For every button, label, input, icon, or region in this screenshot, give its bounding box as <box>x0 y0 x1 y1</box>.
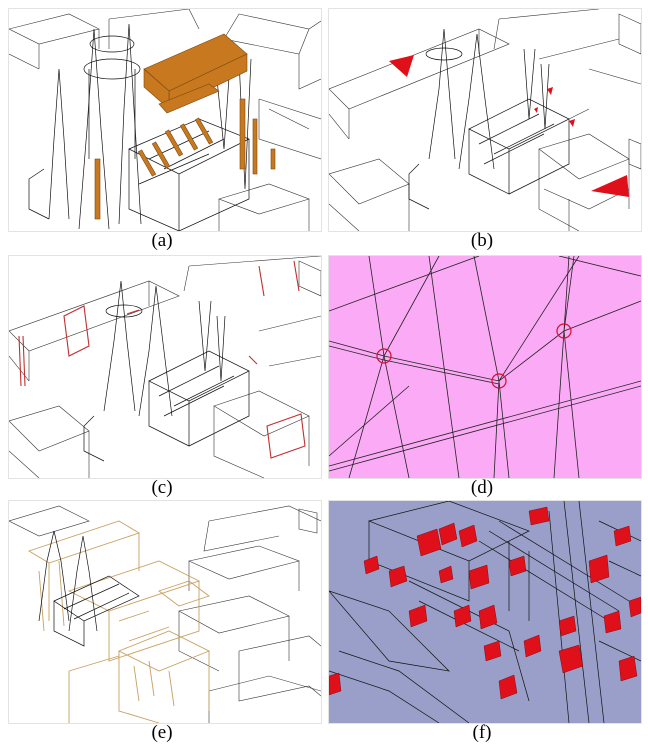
caption-f: (f) <box>472 722 492 743</box>
panel-f-drawing <box>329 501 641 723</box>
cathedral-wireframe <box>38 530 140 647</box>
tan-highlighted-edges <box>27 520 211 723</box>
panel-b-wireframe-red-faces <box>328 8 642 232</box>
wireframe-blocks <box>329 501 641 723</box>
panel-e-wireframe-tan-edges <box>8 500 322 724</box>
orange-highlighted-building <box>94 33 276 220</box>
cathedral-wireframe <box>28 23 252 231</box>
panel-c-drawing <box>9 256 321 478</box>
panel-b-drawing <box>329 9 641 231</box>
panel-a-wireframe-orange-highlight <box>8 8 322 232</box>
wire-edges <box>329 256 641 478</box>
background-buildings <box>9 9 321 231</box>
caption-d: (d) <box>470 477 494 498</box>
panel-c-wireframe-red-edges <box>8 255 322 479</box>
caption-c: (c) <box>151 477 173 498</box>
panel-f-red-roofs-blue-background <box>328 500 642 724</box>
background-buildings <box>329 9 641 231</box>
cathedral-wireframe <box>408 28 570 210</box>
panel-e-drawing <box>9 505 321 723</box>
red-highlighted-edges <box>18 260 306 459</box>
caption-a: (a) <box>151 230 173 251</box>
caption-e: (e) <box>151 722 173 743</box>
panel-d-drawing <box>329 256 641 478</box>
panel-d-zoomed-vertices <box>328 255 642 479</box>
red-roof-solids <box>329 506 641 700</box>
background-buildings <box>9 256 321 478</box>
cathedral-wireframe <box>83 280 250 462</box>
panel-a-drawing <box>9 9 321 231</box>
background-buildings <box>9 505 321 723</box>
caption-b: (b) <box>470 230 494 251</box>
red-highlighted-faces <box>389 55 629 197</box>
circled-vertices <box>376 323 572 389</box>
